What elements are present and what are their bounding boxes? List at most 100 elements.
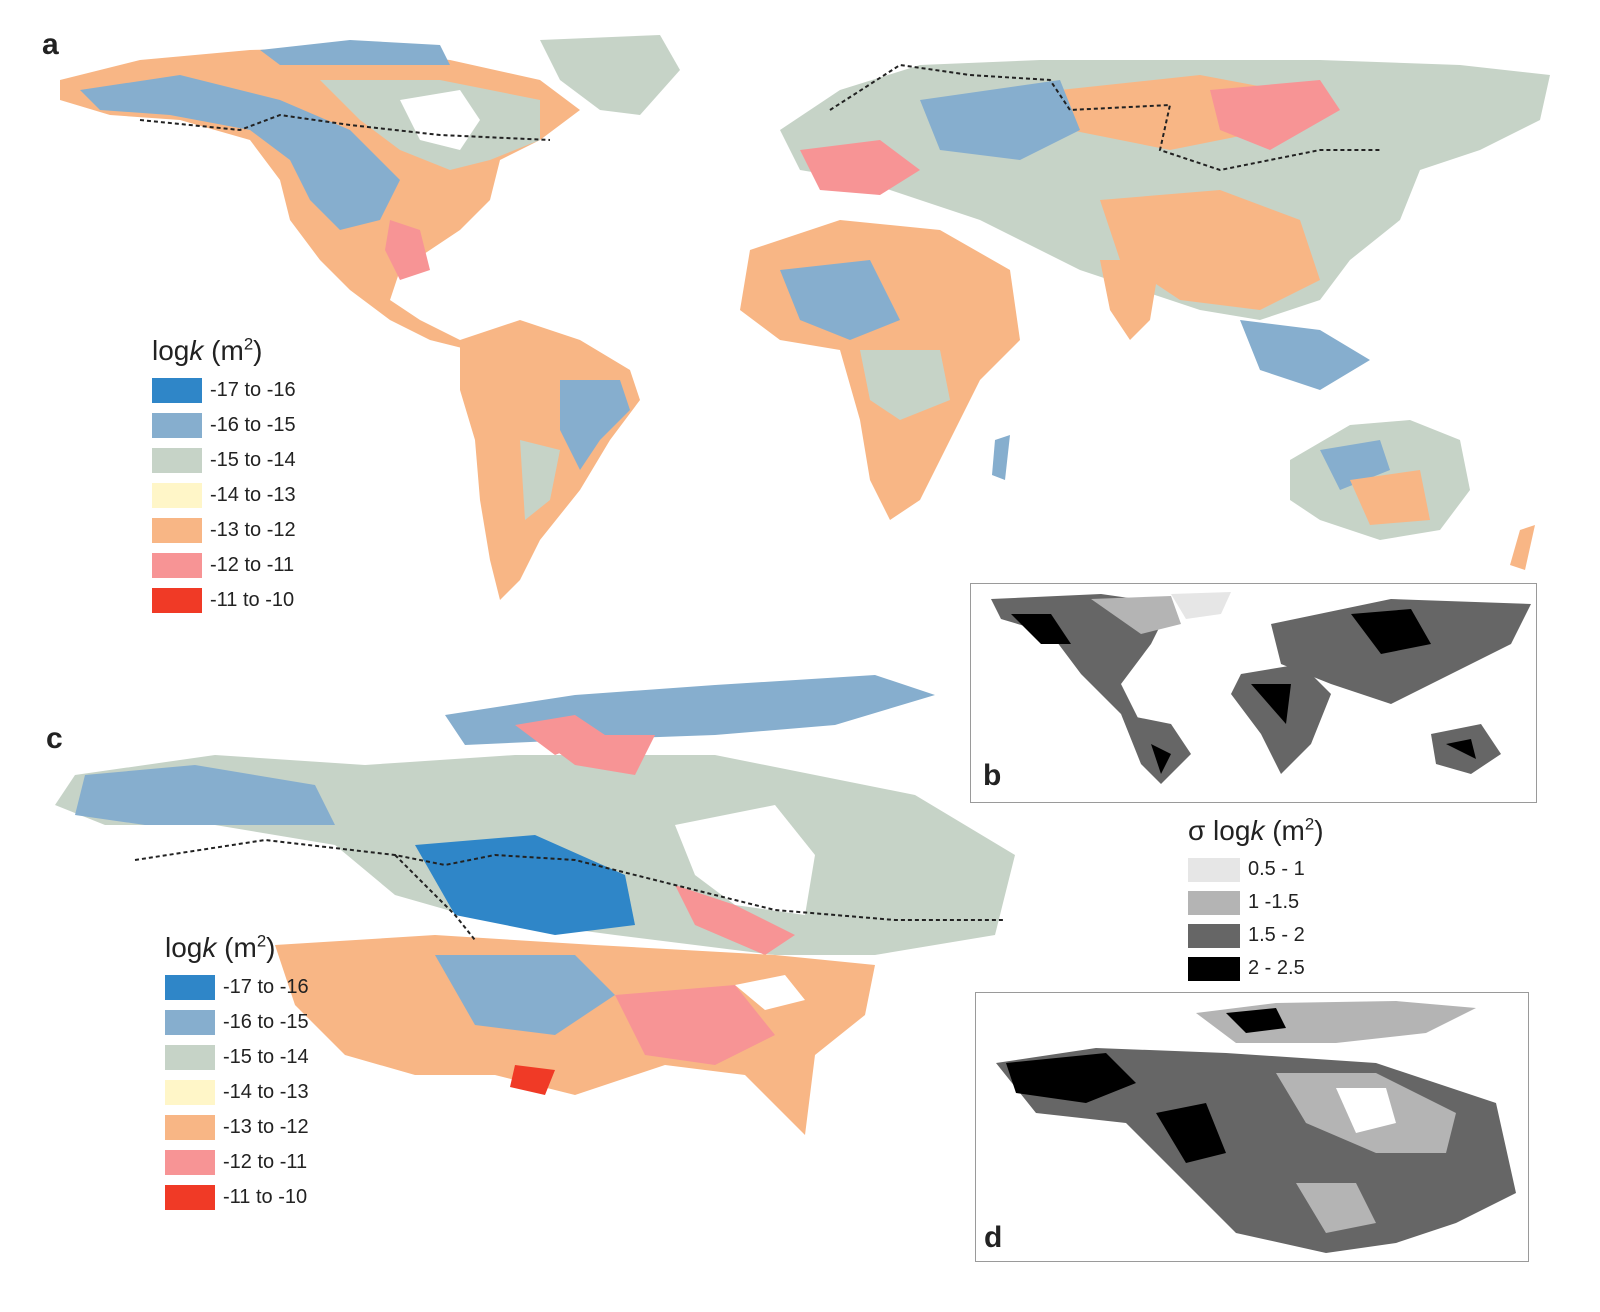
legend-label: 1 -1.5	[1248, 891, 1300, 913]
arctic-archipelago	[445, 675, 935, 745]
great-lakes	[735, 975, 805, 1010]
legend-item: -12 to -11	[165, 1145, 309, 1180]
legend-label: 2 - 2.5	[1248, 957, 1305, 979]
legend-label: -15 to -14	[223, 1046, 309, 1068]
legend-item: -13 to -12	[152, 513, 296, 548]
hudson-bay-c	[675, 805, 815, 915]
legend-swatch	[165, 1045, 215, 1070]
legend-swatch	[152, 483, 202, 508]
siberia-pink	[1210, 80, 1340, 150]
legend-swatch	[165, 1150, 215, 1175]
legend-swatch	[1188, 890, 1240, 915]
legend-swatch	[152, 588, 202, 613]
africa-blue	[780, 260, 900, 340]
panel-d-uncertainty-map: d	[975, 992, 1529, 1262]
legend-label: -14 to -13	[210, 484, 296, 506]
legend-swatch	[152, 553, 202, 578]
legend-item: -14 to -13	[152, 478, 296, 513]
greenland	[540, 35, 680, 115]
legend-item: -17 to -16	[152, 373, 296, 408]
legend-title: σ logk (m2)	[1188, 814, 1324, 846]
logk-legend-a: logk (m2) -17 to -16 -16 to -15 -15 to -14…	[152, 335, 296, 618]
legend-swatch	[165, 975, 215, 1000]
new-zealand	[1510, 525, 1535, 570]
legend-label: -16 to -15	[210, 414, 296, 436]
panel-d-letter: d	[984, 1221, 1003, 1254]
legend-label: -12 to -11	[223, 1151, 308, 1173]
permafrost-boundary-north-america	[139, 113, 551, 141]
legend-label: -14 to -13	[223, 1081, 309, 1103]
panel-c-letter: c	[46, 722, 63, 755]
australia-orange	[1350, 470, 1430, 525]
sigma-logk-legend: σ logk (m2) 0.5 - 1 1 -1.5 1.5 - 2 2 - 2.5	[1188, 815, 1324, 985]
legend-swatch	[165, 1115, 215, 1140]
legend-swatch	[152, 378, 202, 403]
legend-label: 0.5 - 1	[1248, 858, 1305, 880]
legend-swatch	[152, 518, 202, 543]
permafrost-boundary-c-west	[394, 854, 476, 941]
arctic-islands	[260, 40, 450, 65]
legend-swatch	[1188, 923, 1240, 948]
permafrost-boundary-c	[134, 838, 1005, 921]
usa-blue	[435, 955, 615, 1035]
legend-item: 1 -1.5	[1188, 886, 1324, 919]
north-america-uncertainty-map	[996, 1001, 1516, 1253]
legend-swatch	[165, 1010, 215, 1035]
legend-swatch	[165, 1080, 215, 1105]
legend-item: -12 to -11	[152, 548, 296, 583]
southeast-asia	[1240, 320, 1370, 390]
legend-label: 1.5 - 2	[1248, 924, 1305, 946]
north-america-blue	[80, 75, 400, 230]
legend-label: -13 to -12	[210, 519, 296, 541]
africa-gray	[860, 350, 950, 420]
legend-label: -11 to -10	[223, 1186, 308, 1208]
panel-b-letter: b	[983, 759, 1002, 792]
legend-item: -13 to -12	[165, 1110, 309, 1145]
canada-pink	[535, 735, 655, 775]
legend-item: -11 to -10	[165, 1180, 309, 1215]
logk-legend-c: logk (m2) -17 to -16 -16 to -15 -15 to -14…	[165, 932, 309, 1215]
legend-item: -16 to -15	[152, 408, 296, 443]
legend-label: -17 to -16	[210, 379, 296, 401]
legend-item: -15 to -14	[152, 443, 296, 478]
legend-label: -12 to -11	[210, 554, 295, 576]
asia-blue	[920, 80, 1080, 160]
panel-b-uncertainty-map: b	[970, 583, 1537, 803]
europe-pink	[800, 140, 920, 195]
legend-item: -16 to -15	[165, 1005, 309, 1040]
legend-item: 1.5 - 2	[1188, 919, 1324, 952]
legend-swatch	[165, 1185, 215, 1210]
legend-item: -11 to -10	[152, 583, 296, 618]
south-america-blue	[560, 380, 630, 470]
legend-label: -15 to -14	[210, 449, 296, 471]
legend-item: 2 - 2.5	[1188, 952, 1324, 985]
legend-item: -15 to -14	[165, 1040, 309, 1075]
legend-label: -13 to -12	[223, 1116, 309, 1138]
india	[1100, 260, 1160, 340]
world-uncertainty-map	[991, 592, 1531, 784]
hudson-bay-pink-rim	[675, 885, 795, 955]
south-america-gray	[520, 440, 560, 520]
legend-title: logk (m2)	[165, 931, 276, 963]
legend-item: -17 to -16	[165, 970, 309, 1005]
alaska-blue	[75, 765, 335, 825]
usa-pink	[615, 985, 775, 1065]
australia-blue	[1320, 440, 1390, 490]
legend-swatch	[1188, 956, 1240, 981]
legend-item: 0.5 - 1	[1188, 853, 1324, 886]
legend-swatch	[152, 413, 202, 438]
legend-title: logk (m2)	[152, 334, 263, 366]
usa-red	[510, 1065, 555, 1095]
legend-label: -11 to -10	[210, 589, 295, 611]
madagascar	[992, 435, 1010, 480]
world-permeability-map	[60, 35, 1550, 600]
legend-label: -17 to -16	[223, 976, 309, 998]
north-america-pink	[385, 220, 430, 280]
legend-swatch	[152, 448, 202, 473]
legend-swatch	[1188, 857, 1240, 882]
legend-item: -14 to -13	[165, 1075, 309, 1110]
usa-orange	[275, 935, 875, 1135]
legend-label: -16 to -15	[223, 1011, 309, 1033]
north-america-permeability-map	[55, 675, 1015, 1135]
panel-a-letter: a	[42, 28, 59, 61]
